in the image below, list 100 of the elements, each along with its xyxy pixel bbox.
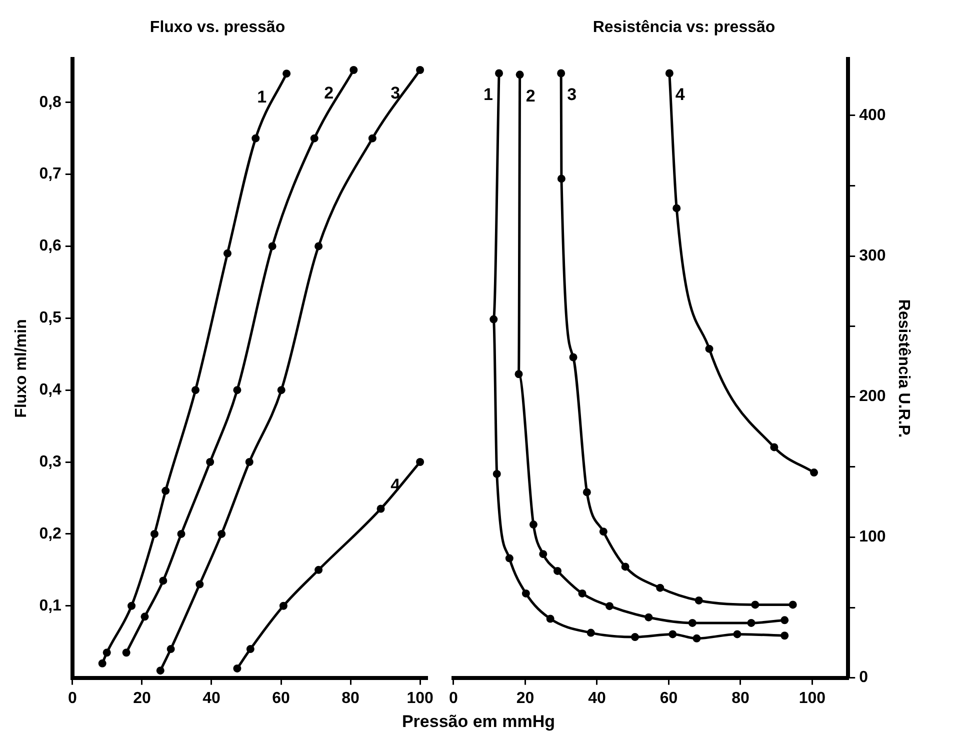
point (529, 520, 538, 529)
point (376, 504, 385, 513)
y-tick-label: 0,3 (39, 453, 62, 470)
y2-tick-label: 0 (859, 669, 868, 686)
point (630, 633, 639, 642)
point (196, 580, 204, 588)
x-tick-label: 80 (732, 690, 750, 707)
point (416, 66, 424, 74)
point (233, 664, 242, 672)
x-tick-label: 100 (798, 690, 826, 707)
point (495, 69, 504, 78)
point (218, 530, 226, 538)
point (705, 344, 714, 353)
point (553, 566, 562, 575)
y-tick-label: 0,6 (39, 238, 62, 255)
point (223, 249, 232, 258)
point (505, 554, 514, 562)
point (150, 530, 158, 538)
y-tick-label: 0,4 (39, 381, 62, 398)
point (644, 613, 653, 622)
point (810, 468, 818, 477)
point (159, 576, 168, 585)
point (747, 618, 756, 627)
point (233, 386, 242, 394)
point (546, 614, 554, 623)
point (252, 134, 260, 142)
point (780, 616, 789, 624)
point (246, 645, 254, 654)
point (692, 634, 701, 642)
point (557, 174, 566, 183)
series-label: 2 (526, 86, 536, 106)
x-tick-label: 0 (68, 690, 77, 707)
y2-axis-title: Resistência U.R.P. (894, 299, 912, 438)
point (514, 370, 523, 378)
point (492, 470, 501, 478)
chart-title: Fluxo vs. pressão (150, 19, 286, 36)
point (672, 204, 681, 212)
y-axis-title: Fluxo ml/min (13, 319, 30, 418)
x-tick-label: 60 (272, 690, 290, 707)
y-tick-label: 0,1 (39, 597, 62, 614)
point (688, 618, 696, 627)
point (586, 628, 595, 637)
series-label: 1 (257, 87, 267, 106)
point (279, 602, 288, 610)
x-axis-title: Pressão em mmHg (400, 712, 556, 732)
point (206, 458, 214, 466)
y2-tick-label: 100 (859, 528, 886, 546)
x-tick-label: 20 (133, 690, 151, 707)
y-tick-label: 0,2 (39, 525, 62, 542)
x-tick-label: 40 (202, 690, 220, 707)
point (102, 648, 111, 657)
y2-tick-label: 400 (859, 106, 886, 124)
point (245, 458, 254, 466)
series-label: 1 (484, 84, 494, 104)
point (694, 596, 703, 604)
point (314, 566, 323, 574)
point (310, 134, 318, 142)
x-tick-label: 80 (342, 690, 360, 707)
point (770, 443, 778, 452)
y-tick-label: 0,7 (39, 166, 62, 183)
point (156, 666, 164, 675)
point (522, 589, 530, 598)
point (122, 648, 130, 657)
point (128, 602, 136, 610)
point (751, 600, 760, 609)
point (621, 562, 630, 571)
point (569, 353, 578, 362)
point (539, 550, 548, 558)
point (516, 70, 524, 79)
point (557, 69, 566, 78)
point (656, 584, 664, 592)
x-tick-label: 0 (448, 690, 458, 707)
point (665, 69, 674, 78)
point (166, 645, 175, 654)
x-tick-label: 20 (516, 690, 534, 707)
series-label: 4 (675, 84, 686, 104)
point (490, 315, 498, 324)
point (282, 70, 291, 78)
point (277, 386, 286, 394)
point (606, 602, 614, 610)
point (98, 659, 106, 668)
x-tick-label: 100 (406, 690, 434, 707)
series-label: 3 (567, 84, 577, 104)
point (177, 530, 186, 538)
point (140, 612, 149, 621)
y2-tick-label: 300 (859, 247, 886, 264)
point (780, 632, 789, 640)
point (733, 630, 742, 638)
point (162, 486, 170, 495)
point (368, 134, 376, 142)
point (578, 589, 586, 598)
y-tick-label: 0,8 (39, 94, 62, 111)
series-label: 2 (324, 84, 334, 103)
point (268, 242, 276, 250)
point (788, 600, 797, 609)
x-tick-label: 60 (660, 690, 678, 707)
chart-title: Resistência vs: pressão (592, 19, 776, 36)
point (668, 630, 677, 638)
y2-tick-label: 200 (859, 388, 886, 406)
point (350, 66, 358, 74)
